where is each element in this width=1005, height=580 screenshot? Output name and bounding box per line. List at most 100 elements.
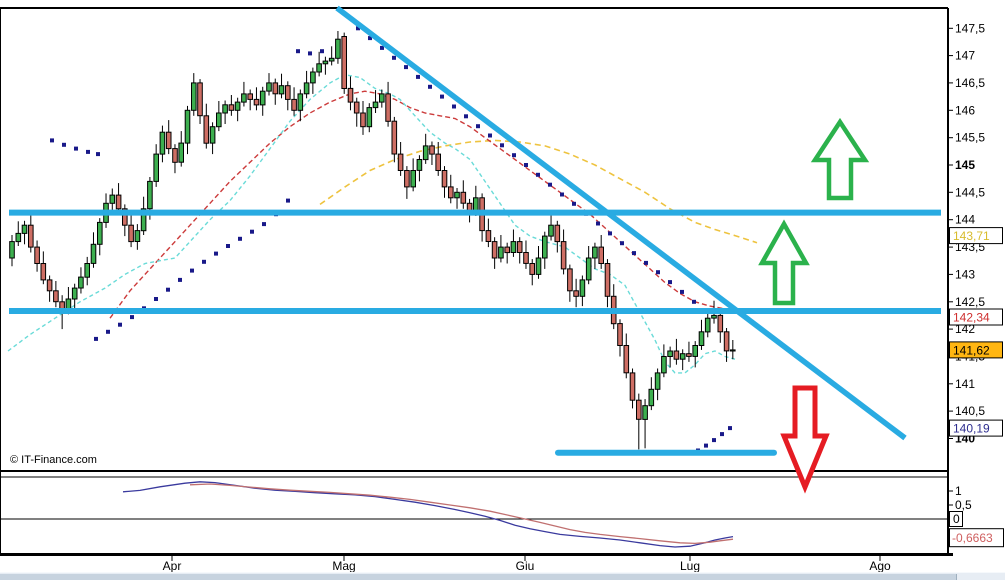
sar-dot xyxy=(308,51,312,56)
price-tick-label: 146,5 xyxy=(955,76,985,90)
candle xyxy=(679,349,686,371)
sar-dot xyxy=(392,55,396,60)
copyright-label: © IT-Finance.com xyxy=(10,454,97,466)
sar-dot xyxy=(94,336,98,341)
up-arrow-annotation-1[interactable] xyxy=(810,117,870,201)
candle xyxy=(491,237,498,269)
price-tick-label: 143 xyxy=(955,267,975,281)
price-tick-label: 144,5 xyxy=(955,185,985,199)
sar-dot xyxy=(644,260,648,265)
candle xyxy=(629,368,636,409)
sar-dot xyxy=(608,231,612,236)
sar-dot xyxy=(368,36,372,41)
candle xyxy=(247,89,253,111)
sar-dot xyxy=(728,426,732,431)
candle xyxy=(46,275,53,302)
candle xyxy=(379,89,385,108)
candle xyxy=(259,86,266,116)
candle xyxy=(429,141,435,165)
sar-dot xyxy=(226,244,230,248)
sar-dot xyxy=(356,26,360,31)
candle xyxy=(636,393,642,450)
candle xyxy=(322,56,329,75)
candle xyxy=(272,78,279,105)
sar-dot xyxy=(632,251,636,256)
candle xyxy=(592,242,598,269)
price-tick-label: 145 xyxy=(955,158,975,172)
sar-dot xyxy=(190,268,194,273)
price-value-label: 142,34 xyxy=(953,311,990,325)
sar-dot xyxy=(96,152,100,157)
sar-dot xyxy=(536,172,540,177)
sar-dot xyxy=(214,251,218,256)
candle xyxy=(316,51,322,77)
candle xyxy=(542,231,548,269)
sar-dot xyxy=(656,270,660,275)
candle xyxy=(140,196,147,235)
scrollbar-thumb[interactable] xyxy=(0,574,957,580)
candle xyxy=(366,103,373,133)
candle xyxy=(623,333,630,379)
sar-dot xyxy=(548,182,552,187)
candle xyxy=(222,100,228,124)
sar-dot xyxy=(62,142,66,147)
price-value-label: 141,62 xyxy=(953,343,990,357)
candle xyxy=(397,142,404,176)
candle xyxy=(585,246,592,285)
candle xyxy=(28,215,34,253)
candle xyxy=(310,67,316,94)
candle xyxy=(498,235,504,263)
price-value-label-box xyxy=(949,308,1003,326)
candle xyxy=(71,283,78,310)
candle xyxy=(278,73,285,99)
candle xyxy=(617,319,623,357)
candle xyxy=(228,95,235,116)
candle xyxy=(654,368,661,401)
candle xyxy=(504,242,510,264)
sar-dot xyxy=(380,45,384,50)
sar-dot xyxy=(500,143,504,148)
candle xyxy=(241,81,247,107)
down-arrow-annotation-3[interactable] xyxy=(780,385,830,494)
candle xyxy=(234,97,241,122)
horizontal-scrollbar[interactable] xyxy=(0,572,1005,580)
candle xyxy=(90,232,97,268)
downtrend-line[interactable] xyxy=(335,5,907,441)
price-value-label: 140,19 xyxy=(953,422,990,436)
candle xyxy=(15,221,22,246)
candle xyxy=(197,79,203,124)
candle xyxy=(567,264,573,302)
sar-dot xyxy=(620,241,624,246)
candle xyxy=(203,103,210,149)
candle xyxy=(209,122,216,155)
candle xyxy=(303,70,310,99)
candle xyxy=(604,259,611,308)
sar-dot xyxy=(178,277,182,282)
candle xyxy=(165,120,172,155)
candle xyxy=(723,328,730,362)
sar-dot xyxy=(250,229,254,234)
sar-dot xyxy=(668,280,672,285)
candle xyxy=(448,174,454,204)
candle xyxy=(573,278,579,308)
sar-dot xyxy=(74,146,78,151)
candle xyxy=(692,341,699,368)
candle xyxy=(529,259,536,286)
candle xyxy=(21,220,28,245)
candle xyxy=(134,224,141,250)
sar-dot xyxy=(50,138,54,143)
candle xyxy=(159,125,166,163)
up-arrow-annotation-2[interactable] xyxy=(758,219,810,306)
sar-dot xyxy=(286,198,290,203)
candle xyxy=(548,213,554,241)
candle xyxy=(460,180,467,209)
indicator-fast-line xyxy=(122,481,734,548)
sar-dot xyxy=(320,49,324,54)
candle xyxy=(9,235,15,267)
sar-dot xyxy=(596,221,600,226)
candle xyxy=(178,131,184,167)
sar-dot xyxy=(166,287,170,292)
candle xyxy=(372,90,379,113)
month-label: Giu xyxy=(516,559,535,573)
